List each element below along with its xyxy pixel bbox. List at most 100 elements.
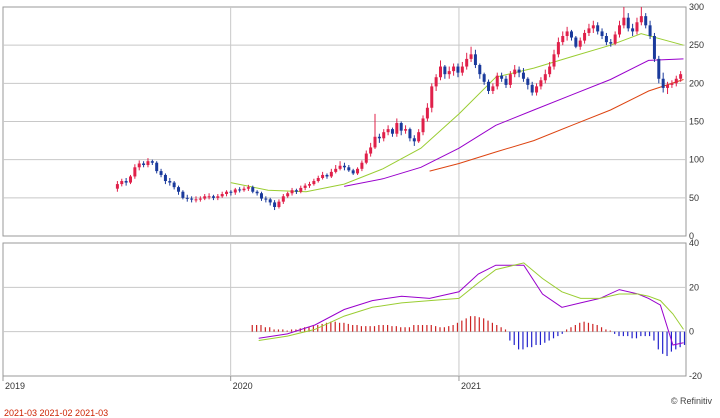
candle-down bbox=[487, 81, 491, 91]
candle-down bbox=[652, 36, 656, 59]
candle-down bbox=[500, 75, 504, 79]
candle-down bbox=[155, 162, 159, 172]
candle-down bbox=[264, 198, 268, 200]
candle-up bbox=[513, 69, 517, 75]
candle-down bbox=[294, 190, 298, 192]
candle-down bbox=[648, 25, 652, 37]
macd-y-tick-label: 20 bbox=[689, 282, 699, 292]
candle-up bbox=[299, 187, 303, 192]
candle-up bbox=[587, 28, 591, 33]
moving-average-ma_mid bbox=[344, 58, 684, 187]
price-y-tick-label: 100 bbox=[689, 155, 704, 165]
candle-down bbox=[181, 191, 185, 198]
candle-up bbox=[565, 31, 569, 37]
candle-up bbox=[465, 58, 469, 67]
candle-down bbox=[377, 136, 381, 139]
candle-up bbox=[128, 176, 132, 183]
price-y-tick-label: 200 bbox=[689, 78, 704, 88]
candle-down bbox=[504, 78, 508, 85]
candle-down bbox=[190, 198, 194, 200]
candle-down bbox=[172, 182, 176, 188]
candle-up bbox=[220, 194, 224, 197]
candle-up bbox=[552, 54, 556, 67]
candle-up bbox=[329, 171, 333, 177]
candle-down bbox=[342, 165, 346, 168]
candle-up bbox=[430, 86, 434, 108]
candle-down bbox=[604, 36, 608, 43]
candle-up bbox=[277, 201, 281, 207]
candle-up bbox=[438, 66, 442, 78]
x-tick-label: 2020 bbox=[233, 381, 253, 391]
candle-up bbox=[561, 36, 565, 43]
candle-up bbox=[591, 25, 595, 29]
candle-up bbox=[535, 86, 539, 93]
candle-down bbox=[657, 58, 661, 79]
x-axis: 2019 2020 2021 bbox=[2, 376, 481, 391]
price-y-tick-label: 0 bbox=[689, 231, 694, 241]
candle-down bbox=[124, 181, 128, 183]
candle-down bbox=[521, 72, 525, 79]
candle-up bbox=[421, 118, 425, 133]
candle-up bbox=[434, 77, 438, 87]
candle-down bbox=[443, 66, 447, 75]
candle-up bbox=[460, 66, 464, 73]
macd-y-ticks: -20 0 20 40 bbox=[689, 238, 702, 381]
candle-down bbox=[163, 174, 167, 182]
candle-up bbox=[508, 74, 512, 85]
price-panel: 0 50 100 150 200 250 300 bbox=[2, 2, 704, 241]
candle-up bbox=[242, 188, 246, 191]
candle-up bbox=[290, 190, 294, 194]
candle-up bbox=[146, 161, 150, 166]
candle-up bbox=[207, 196, 211, 198]
candle-down bbox=[661, 78, 665, 88]
candle-down bbox=[517, 69, 521, 73]
candle-down bbox=[238, 189, 242, 191]
candle-down bbox=[526, 78, 530, 85]
candle-up bbox=[556, 42, 560, 55]
candle-up bbox=[203, 196, 207, 199]
candle-up bbox=[622, 17, 626, 26]
macd-y-tick-label: 40 bbox=[689, 238, 699, 248]
candle-up bbox=[338, 165, 342, 169]
candle-up bbox=[386, 129, 390, 133]
candle-up bbox=[539, 80, 543, 87]
candle-up bbox=[548, 66, 552, 75]
candle-up bbox=[364, 153, 368, 163]
legend-partial: 2021-03 2021-02 2021-03 bbox=[4, 408, 109, 418]
candle-up bbox=[120, 181, 124, 185]
x-tick-label: 2019 bbox=[5, 381, 25, 391]
candle-down bbox=[150, 161, 154, 163]
candle-up bbox=[382, 132, 386, 139]
price-y-tick-label: 50 bbox=[689, 193, 699, 203]
candle-up bbox=[666, 84, 670, 88]
candle-down bbox=[185, 197, 189, 199]
candle-down bbox=[273, 202, 277, 207]
candle-down bbox=[412, 138, 416, 142]
candle-up bbox=[452, 66, 456, 72]
macd-line bbox=[258, 264, 684, 346]
candle-up bbox=[316, 177, 320, 182]
candle-down bbox=[251, 187, 255, 192]
macd-y-tick-label: 0 bbox=[689, 327, 694, 337]
macd-panel: -20 0 20 40 bbox=[2, 238, 702, 381]
candle-down bbox=[574, 37, 578, 47]
candle-down bbox=[631, 28, 635, 32]
candle-up bbox=[395, 123, 399, 134]
candle-down bbox=[168, 181, 172, 183]
candle-up bbox=[639, 16, 643, 23]
price-y-ticks: 0 50 100 150 200 250 300 bbox=[689, 2, 704, 241]
candle-up bbox=[635, 22, 639, 32]
candle-down bbox=[255, 191, 259, 194]
candle-up bbox=[618, 25, 622, 35]
candle-up bbox=[613, 34, 617, 44]
price-y-tick-label: 300 bbox=[689, 2, 704, 12]
candle-up bbox=[137, 163, 141, 168]
candle-down bbox=[600, 31, 604, 37]
candle-down bbox=[644, 16, 648, 26]
candle-down bbox=[177, 187, 181, 192]
candle-up bbox=[373, 136, 377, 148]
signal-line bbox=[258, 262, 684, 341]
candle-down bbox=[268, 199, 272, 203]
candle-down bbox=[596, 25, 600, 32]
candle-up bbox=[198, 198, 202, 200]
